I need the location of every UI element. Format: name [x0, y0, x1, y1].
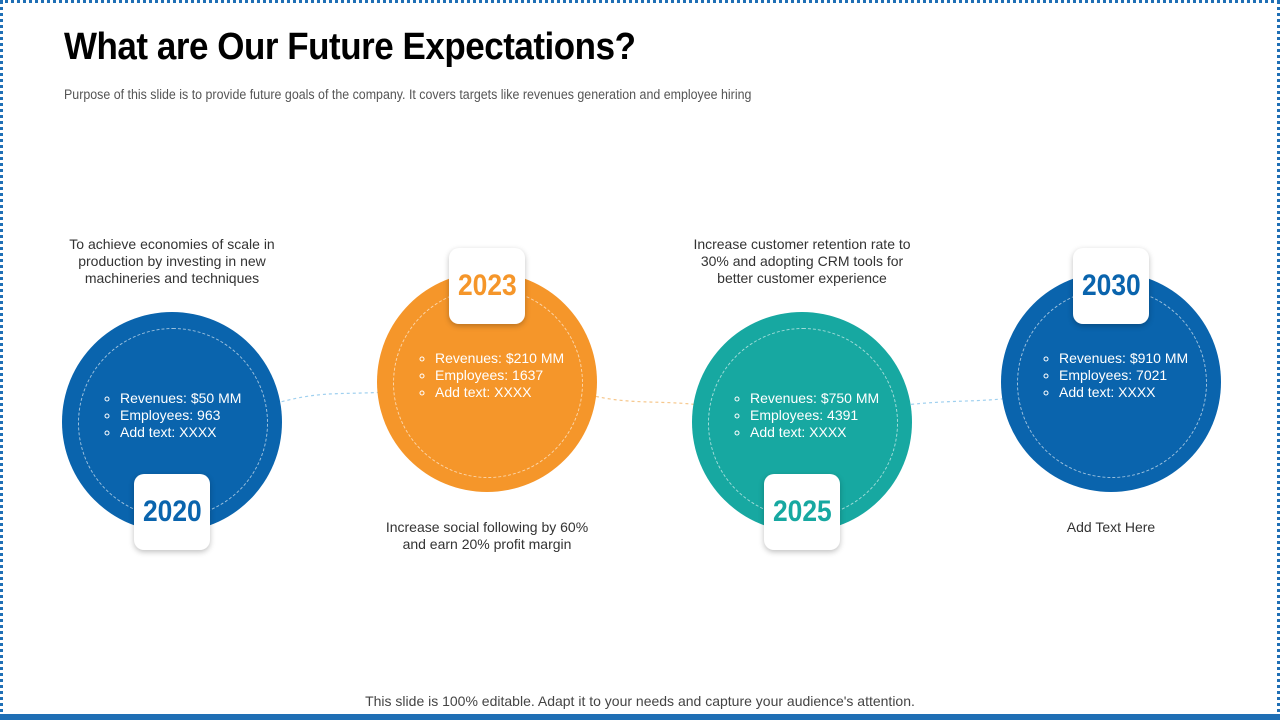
- connector: [589, 394, 701, 406]
- milestone-list: Revenues: $50 MMEmployees: 963Add text: …: [102, 390, 250, 441]
- milestone-list: Revenues: $910 MMEmployees: 7021Add text…: [1041, 350, 1189, 401]
- year-badge: 2023: [449, 248, 525, 324]
- list-item: Add text: XXXX: [750, 424, 880, 441]
- list-item: Employees: 7021: [1059, 367, 1189, 384]
- list-item: Employees: 4391: [750, 407, 880, 424]
- list-item: Revenues: $50 MM: [120, 390, 250, 407]
- connector: [269, 391, 386, 406]
- list-item: Employees: 1637: [435, 367, 565, 384]
- milestone-description: Add Text Here: [1066, 519, 1156, 535]
- title: What are Our Future Expectations?: [64, 26, 636, 68]
- year-badge: 2030: [1073, 248, 1149, 324]
- list-item: Add text: XXXX: [435, 384, 565, 401]
- milestone-description: Increase social following by 60% and ear…: [385, 519, 589, 552]
- list-item: Revenues: $910 MM: [1059, 350, 1189, 367]
- milestone-list: Revenues: $210 MMEmployees: 1637Add text…: [417, 350, 565, 401]
- year-label: 2025: [772, 495, 832, 528]
- year-label: 2020: [142, 495, 202, 528]
- year-badge: 2020: [134, 474, 210, 550]
- year-label: 2030: [1081, 269, 1141, 302]
- year-label: 2023: [457, 269, 517, 302]
- year-badge: 2025: [764, 474, 840, 550]
- subtitle: Purpose of this slide is to provide futu…: [64, 87, 752, 102]
- list-item: Add text: XXXX: [1059, 384, 1189, 401]
- milestone-list: Revenues: $750 MMEmployees: 4391Add text…: [732, 390, 880, 441]
- list-item: Revenues: $210 MM: [435, 350, 565, 367]
- list-item: Employees: 963: [120, 407, 250, 424]
- list-item: Revenues: $750 MM: [750, 390, 880, 407]
- connector: [904, 397, 1011, 406]
- footer-note: This slide is 100% editable. Adapt it to…: [365, 693, 915, 709]
- milestone-description: Increase customer retention rate to 30% …: [693, 236, 911, 286]
- list-item: Add text: XXXX: [120, 424, 250, 441]
- bottom-bar: [0, 714, 1280, 720]
- milestone-description: To achieve economies of scale in product…: [69, 236, 275, 286]
